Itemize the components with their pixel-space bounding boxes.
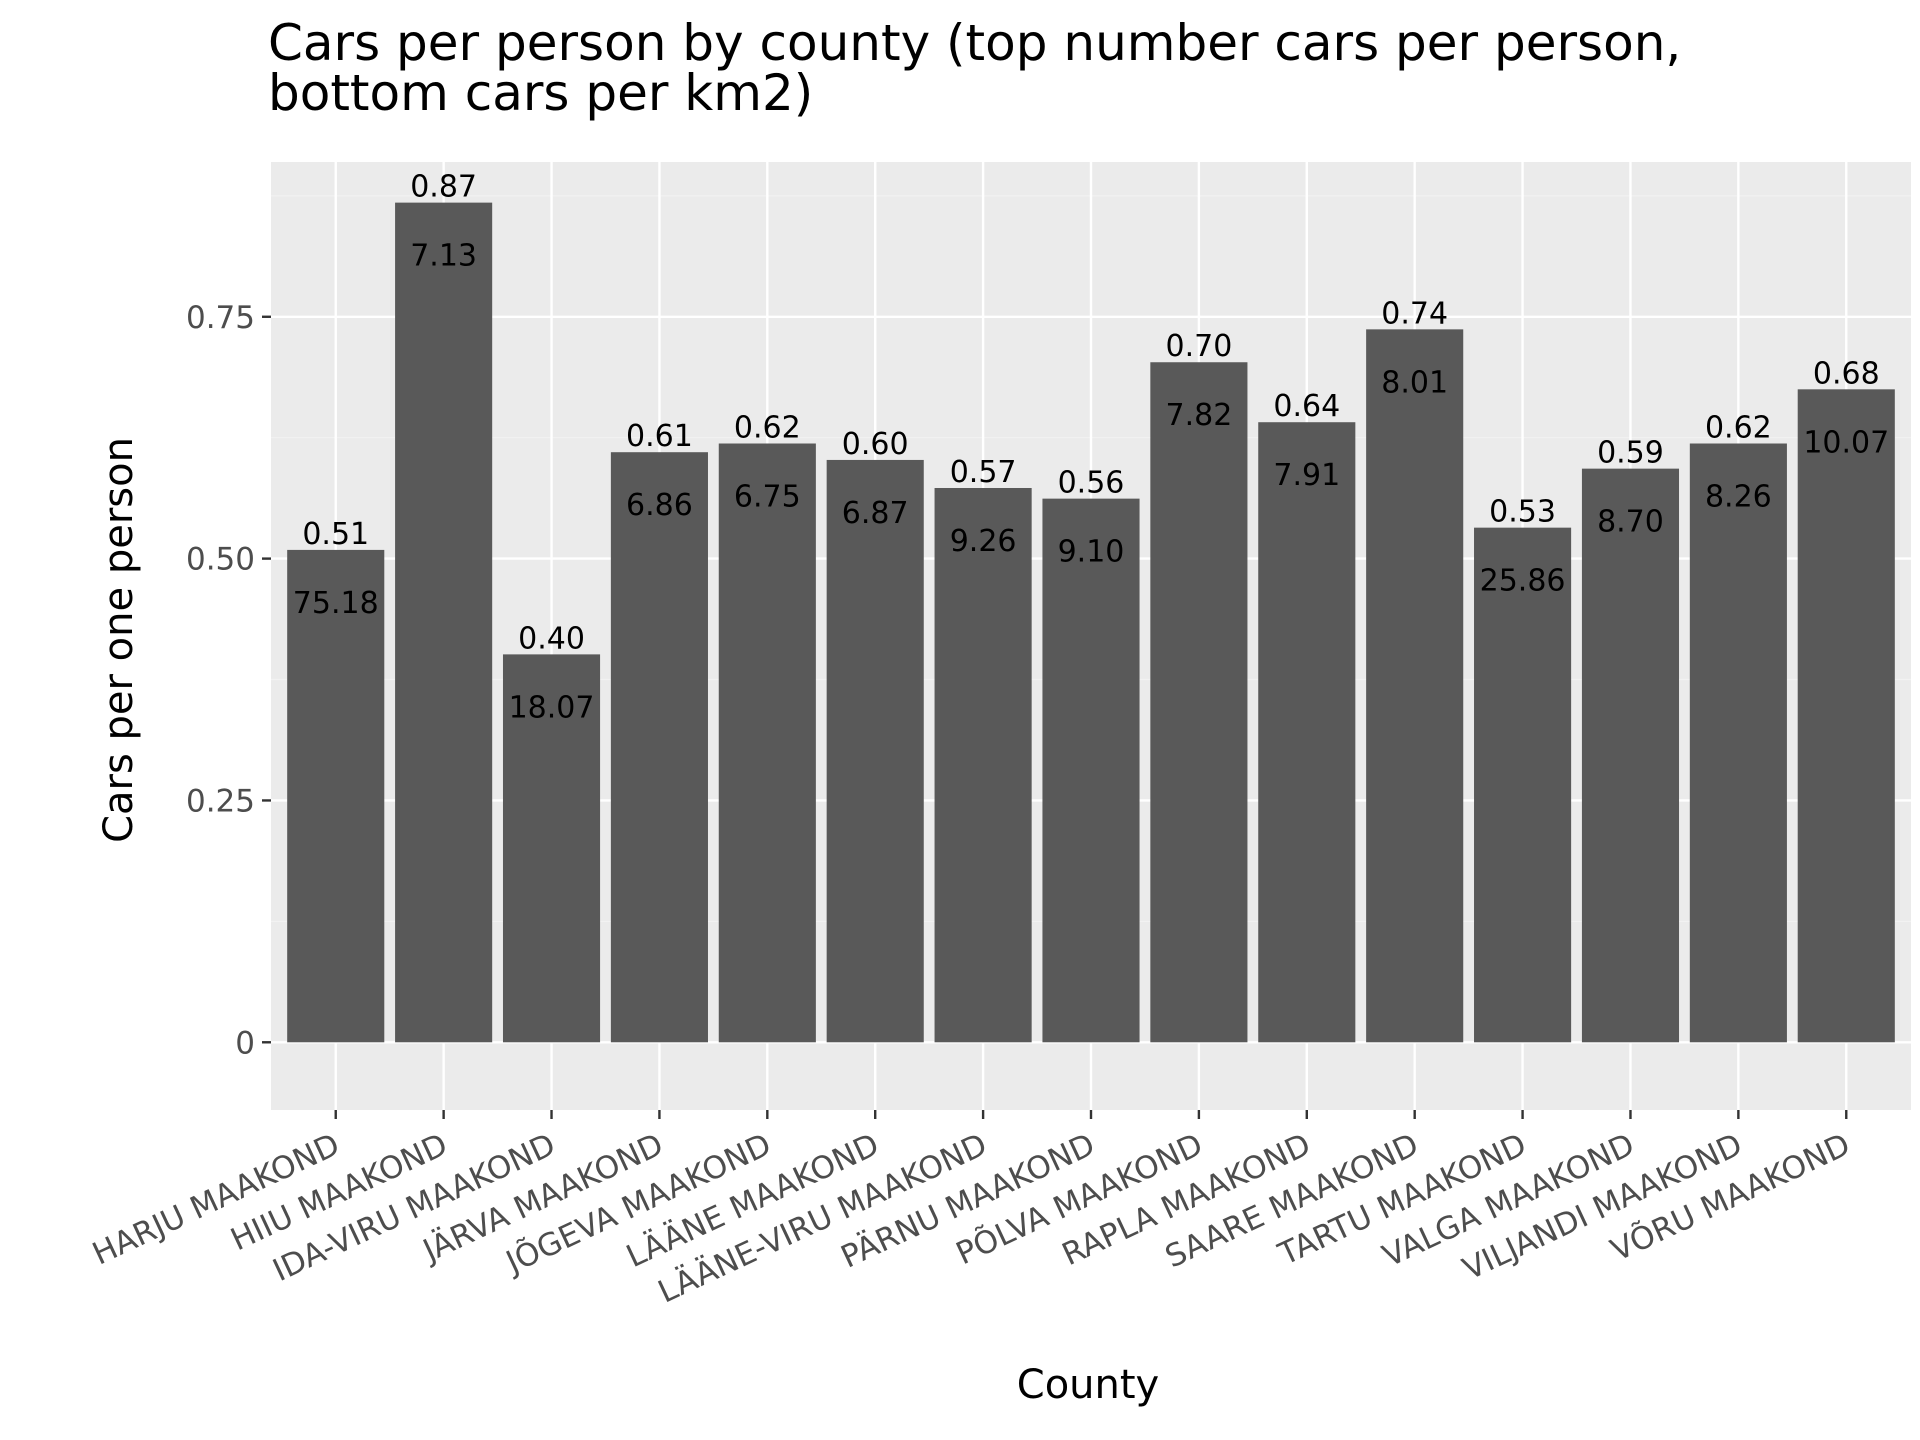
y-tick-label: 0: [235, 1025, 255, 1061]
bar-bottom-label: 9.10: [1058, 535, 1125, 570]
bar-top-label: 0.53: [1489, 495, 1556, 530]
bar: [1797, 389, 1895, 1043]
y-axis: 0 0.25 0.50 0.75: [186, 300, 271, 1061]
bar-bottom-label: 8.26: [1705, 479, 1772, 514]
bar-bottom-label: 75.18: [293, 586, 379, 621]
bar-top-label: 0.74: [1381, 296, 1448, 331]
bar: [1581, 468, 1680, 1043]
bar: [395, 202, 493, 1043]
bar-bottom-label: 25.86: [1480, 564, 1566, 599]
chart-title: Cars per person by county (top number ca…: [268, 14, 1681, 122]
bar-bottom-label: 7.13: [410, 239, 477, 274]
bar-top-label: 0.40: [518, 621, 585, 656]
bar-bottom-label: 6.87: [842, 496, 909, 531]
bar-top-label: 0.61: [626, 419, 693, 454]
bar: [1689, 443, 1787, 1043]
bar: [718, 443, 816, 1043]
data-labels: 0.51 75.18 0.87 7.13 0.40 18.07 0.61 6.86 0.62 6.…: [293, 170, 1889, 726]
y-tick-label: 0.75: [186, 300, 255, 336]
chart-title-line-2: bottom cars per km2): [268, 64, 813, 122]
bar-top-label: 0.64: [1273, 389, 1340, 424]
bar-top-label: 0.62: [1705, 410, 1772, 445]
bar-top-label: 0.87: [410, 170, 477, 205]
bar-bottom-label: 6.75: [734, 479, 801, 514]
bar: [1474, 527, 1572, 1043]
bar: [1366, 329, 1464, 1043]
bar-bottom-label: 6.86: [626, 488, 693, 523]
bar-bottom-label: 8.01: [1381, 365, 1448, 400]
bar-bottom-label: 10.07: [1803, 425, 1889, 460]
bar-bottom-label: 7.91: [1273, 458, 1340, 493]
bar: [1258, 422, 1356, 1043]
bar-bottom-label: 7.82: [1165, 398, 1232, 433]
bar-top-label: 0.56: [1058, 466, 1125, 501]
bar: [934, 487, 1032, 1043]
bar-top-label: 0.51: [302, 517, 369, 552]
bar-bottom-label: 18.07: [509, 690, 595, 725]
bar: [1042, 498, 1140, 1043]
bar-series: [287, 202, 1895, 1043]
bar-top-label: 0.62: [734, 410, 801, 445]
bar-top-label: 0.70: [1165, 329, 1232, 364]
bar: [287, 549, 385, 1043]
bar: [502, 654, 601, 1043]
bar: [610, 452, 708, 1043]
bar-top-label: 0.57: [950, 455, 1017, 490]
bar-bottom-label: 8.70: [1597, 505, 1664, 540]
bar: [1150, 362, 1248, 1043]
bar-bottom-label: 9.26: [950, 524, 1017, 559]
chart-title-line-1: Cars per person by county (top number ca…: [268, 14, 1681, 72]
x-axis-title: County: [1017, 1362, 1159, 1408]
y-axis-title: Cars per one person: [96, 437, 142, 843]
y-tick-label: 0.25: [186, 783, 255, 819]
bar-top-label: 0.59: [1597, 436, 1664, 471]
bar-top-label: 0.60: [842, 427, 909, 462]
y-tick-label: 0.50: [186, 542, 255, 578]
bar-top-label: 0.68: [1813, 356, 1880, 391]
bar: [826, 459, 924, 1043]
